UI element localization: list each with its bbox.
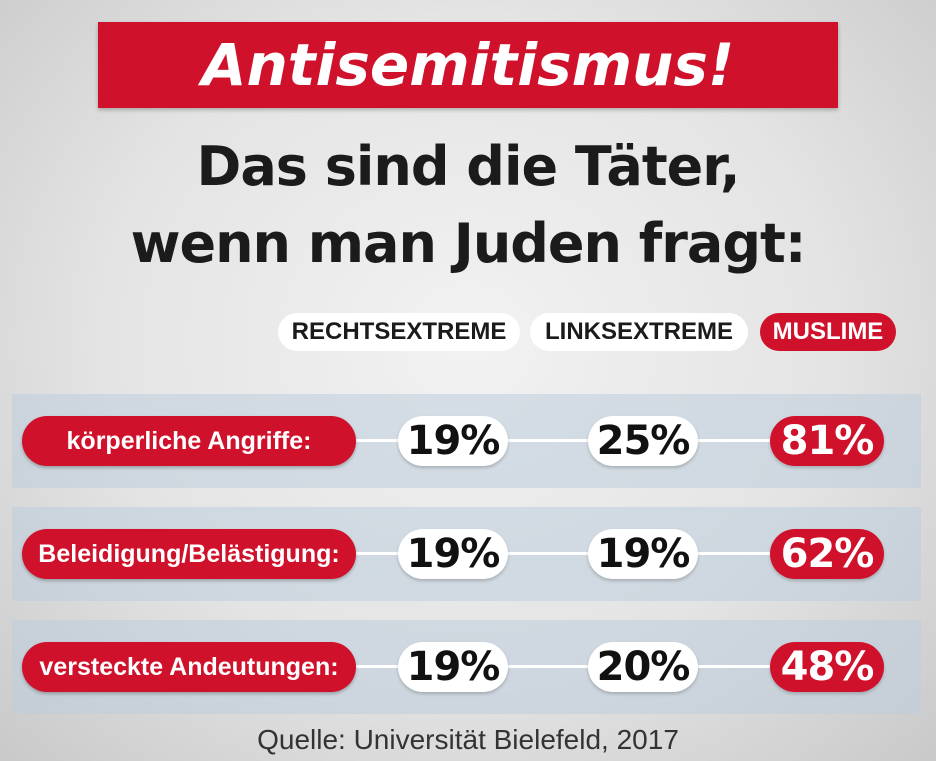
subtitle-line-1: Das sind die Täter, (196, 135, 741, 198)
subtitle-line-2: wenn man Juden fragt: (130, 212, 807, 275)
value-linksextreme: 20% (588, 642, 698, 692)
row-label: körperliche Angriffe: (22, 416, 356, 466)
value-rechtsextreme: 19% (398, 642, 508, 692)
headline-banner: Antisemitismus! (98, 22, 838, 108)
row-label: versteckte Andeutungen: (22, 642, 356, 692)
value-muslime: 81% (770, 416, 884, 466)
value-rechtsextreme: 19% (398, 529, 508, 579)
value-linksextreme: 19% (588, 529, 698, 579)
row-connector-line (340, 552, 790, 555)
column-header-rechtsextreme: RECHTSEXTREME (278, 313, 520, 351)
value-linksextreme: 25% (588, 416, 698, 466)
row-connector-line (340, 439, 790, 442)
column-header-linksextreme: LINKSEXTREME (530, 313, 748, 351)
headline: Antisemitismus! (201, 31, 735, 99)
column-header-muslime: MUSLIME (760, 313, 896, 351)
value-muslime: 62% (770, 529, 884, 579)
row-connector-line (340, 665, 790, 668)
source-note: Quelle: Universität Bielefeld, 2017 (257, 724, 679, 755)
value-rechtsextreme: 19% (398, 416, 508, 466)
value-muslime: 48% (770, 642, 884, 692)
row-label: Beleidigung/Belästigung: (22, 529, 356, 579)
